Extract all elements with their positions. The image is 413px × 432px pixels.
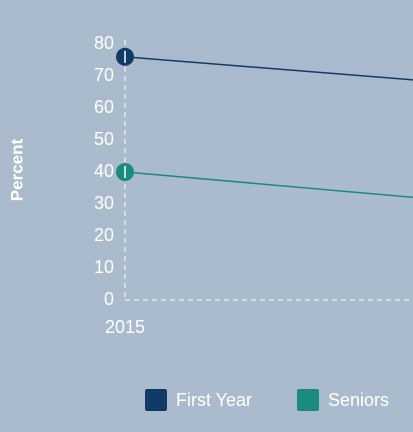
legend-label: First Year [176,390,252,410]
y-tick-label: 40 [94,161,114,181]
y-tick-label: 50 [94,129,114,149]
y-axis-title: Percent [7,138,26,201]
y-tick-label: 10 [94,257,114,277]
legend-swatch [297,389,319,411]
y-tick-label: 20 [94,225,114,245]
x-tick-label: 2015 [105,317,145,337]
y-tick-label: 30 [94,193,114,213]
y-tick-label: 60 [94,97,114,117]
y-tick-label: 70 [94,65,114,85]
series-line [124,56,413,81]
series-line [124,171,413,199]
legend-label: Seniors [328,390,389,410]
legend-swatch [145,389,167,411]
y-tick-label: 80 [94,33,114,53]
y-tick-label: 0 [104,289,114,309]
